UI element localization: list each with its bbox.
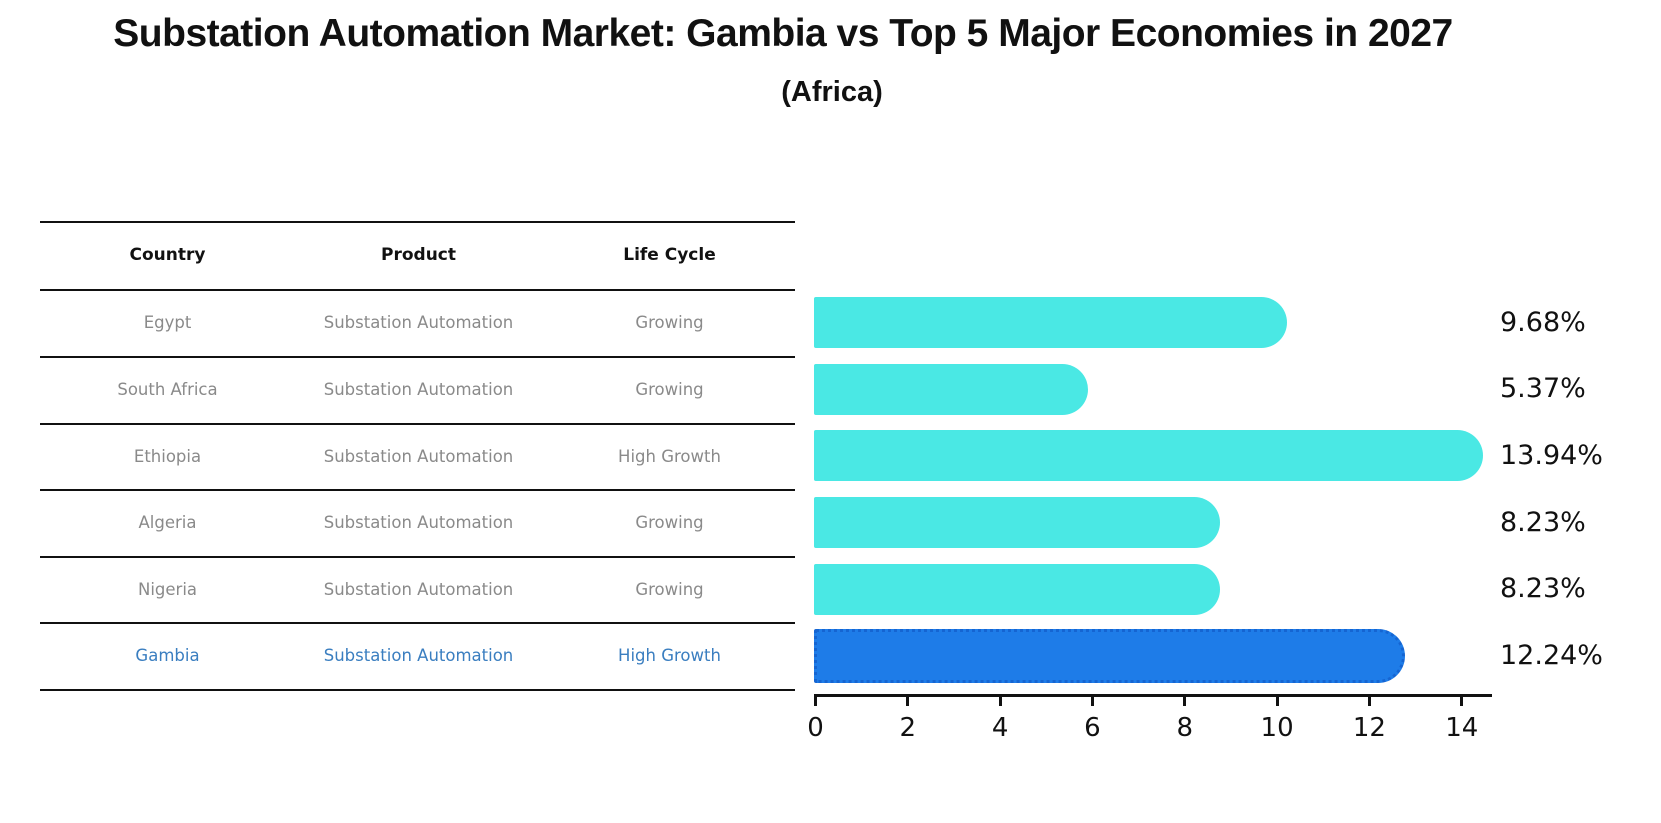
x-axis — [814, 694, 1492, 697]
x-axis-tick — [998, 696, 1002, 706]
cell-country: Nigeria — [137, 579, 198, 599]
bar-algeria — [814, 497, 1220, 548]
x-axis-tick-label: 12 — [1352, 713, 1386, 743]
table-divider — [40, 622, 795, 624]
table-divider — [40, 423, 795, 425]
x-axis-tick-label: 8 — [1176, 713, 1194, 743]
table-divider — [40, 689, 795, 691]
cell-life_cycle: Growing — [635, 313, 704, 332]
cell-life_cycle: Growing — [635, 513, 704, 532]
cell-life_cycle: Growing — [635, 380, 704, 399]
header-cell-product: Product — [381, 245, 456, 265]
cell-life_cycle: High Growth — [618, 646, 721, 665]
x-axis-tick — [1367, 696, 1371, 706]
bar-nigeria — [814, 563, 1220, 615]
table-divider — [40, 221, 795, 223]
table-divider — [40, 356, 795, 358]
x-axis-tick-label: 0 — [807, 713, 824, 743]
x-axis-tick — [1275, 696, 1279, 706]
cell-product: Substation Automation — [323, 579, 514, 599]
cell-country: Algeria — [138, 513, 197, 532]
x-axis-tick — [1460, 696, 1464, 706]
x-axis-tick-label: 4 — [991, 713, 1009, 743]
cell-country: Egypt — [143, 313, 192, 332]
x-axis-tick — [1090, 696, 1094, 706]
x-axis-tick-label: 2 — [899, 713, 917, 743]
cell-country: South Africa — [117, 380, 218, 399]
page-subtitle: (Africa) — [781, 76, 883, 108]
cell-product: Substation Automation — [323, 446, 514, 466]
x-axis-tick-label: 14 — [1445, 713, 1479, 743]
bar-ethiopia — [814, 430, 1484, 481]
bar-south-africa — [814, 363, 1088, 415]
table-divider — [40, 489, 795, 491]
cell-product: Substation Automation — [323, 513, 514, 532]
cell-life_cycle: Growing — [635, 579, 704, 599]
x-axis-tick — [906, 696, 910, 706]
page-title: Substation Automation Market: Gambia vs … — [113, 12, 1453, 55]
x-axis-tick — [814, 696, 817, 706]
table-divider — [40, 289, 795, 291]
header-cell-country: Country — [129, 245, 206, 265]
cell-country: Ethiopia — [133, 446, 202, 466]
cell-life_cycle: High Growth — [618, 446, 721, 466]
bar-value-label: 13.94% — [1500, 439, 1603, 471]
header-cell-life_cycle: Life Cycle — [623, 245, 716, 265]
bar-value-label: 9.68% — [1500, 306, 1586, 338]
cell-country: Gambia — [135, 646, 200, 665]
x-axis-tick-label: 10 — [1260, 713, 1294, 743]
x-axis-tick — [1183, 696, 1187, 706]
cell-product: Substation Automation — [323, 380, 514, 399]
bar-value-label: 5.37% — [1500, 373, 1586, 404]
bar-value-label: 8.23% — [1500, 573, 1586, 604]
bar-value-label: 12.24% — [1500, 639, 1603, 671]
bar-value-label: 8.23% — [1500, 506, 1586, 538]
bar-gambia — [814, 628, 1405, 683]
cell-product: Substation Automation — [323, 646, 514, 665]
table-divider — [40, 556, 795, 558]
cell-product: Substation Automation — [323, 313, 514, 332]
x-axis-tick-label: 6 — [1084, 713, 1101, 743]
bar-egypt — [814, 297, 1287, 348]
